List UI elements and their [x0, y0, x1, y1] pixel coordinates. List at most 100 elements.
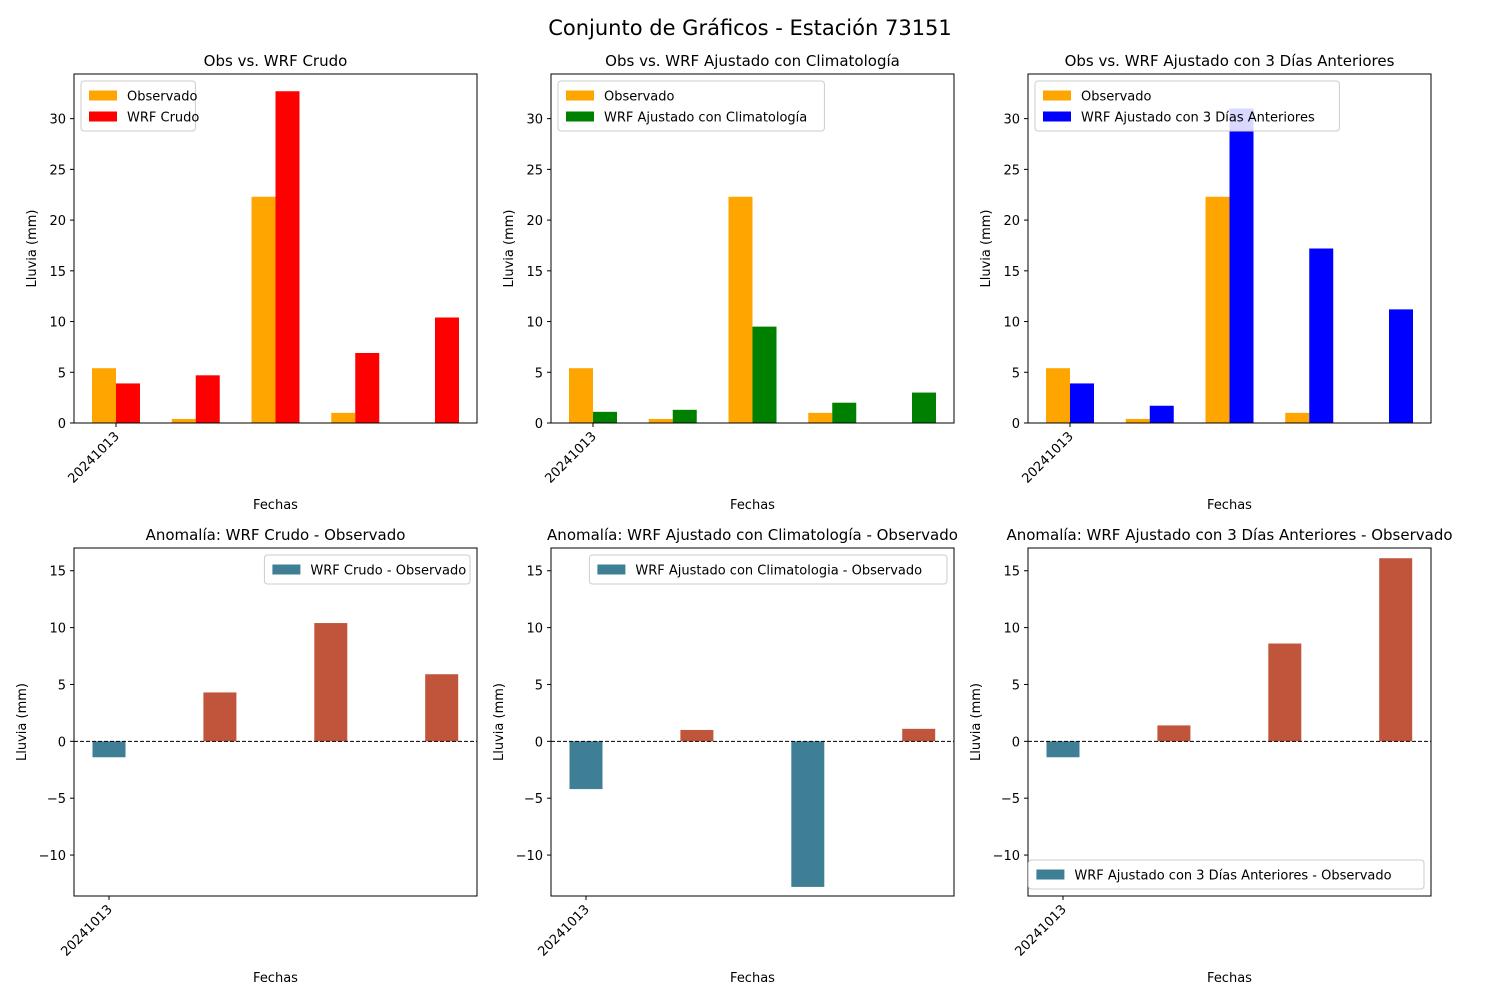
bar-wrf	[593, 411, 617, 423]
y-tick-label: 15	[526, 565, 543, 580]
chart-1: Obs vs. WRF Ajustado con Climatología 0 5 1…	[502, 52, 955, 513]
y-tick-label: 15	[1003, 565, 1020, 580]
legend-swatch	[566, 111, 594, 122]
legend-box	[1034, 80, 1340, 132]
y-tick-label: 20	[1003, 214, 1020, 229]
y-tick-label: −10	[39, 849, 66, 864]
bar-wrf	[355, 352, 380, 423]
bar-anomalia	[680, 729, 714, 742]
bar-observado	[1205, 196, 1230, 423]
y-axis-label: Lluvia (mm)	[969, 683, 984, 761]
axes-frame	[1027, 73, 1432, 424]
chart-title: Anomalía: WRF Crudo - Observado	[146, 526, 406, 544]
bar-anomalia	[902, 728, 936, 742]
bar-wrf	[1389, 309, 1413, 423]
x-tick-label: 20241013	[535, 902, 592, 959]
bar-anomalia	[1046, 741, 1080, 758]
x-axis-label: Fechas	[253, 498, 298, 513]
y-tick-label: 15	[49, 565, 66, 580]
y-tick-label: 0	[1012, 735, 1020, 750]
chart-title: Anomalía: WRF Ajustado con Climatología …	[547, 526, 958, 544]
bar-wrf	[275, 91, 300, 423]
y-tick-label: 5	[1012, 366, 1020, 381]
bar-wrf	[832, 402, 857, 423]
legend-box	[1027, 859, 1425, 890]
y-tick-label: 15	[1003, 265, 1020, 280]
axes-frame	[1027, 547, 1432, 897]
legend-swatch	[1043, 90, 1071, 101]
legend-label: WRF Ajustado con Climatología	[604, 111, 807, 126]
bar-wrf	[195, 375, 220, 423]
y-tick-label: 25	[49, 163, 66, 178]
x-axis-label: Fechas	[730, 971, 775, 986]
x-tick-label: 20241013	[542, 429, 599, 486]
axes-frame	[73, 547, 478, 897]
y-tick-label: 10	[1003, 316, 1020, 331]
y-tick-label: −10	[993, 849, 1020, 864]
y-tick-label: −10	[516, 849, 543, 864]
axes-frame	[73, 73, 478, 424]
bar-observado	[92, 368, 116, 423]
bar-wrf	[672, 409, 697, 423]
legend-swatch	[89, 90, 117, 101]
legend-swatch	[272, 564, 301, 575]
y-tick-label: 0	[58, 417, 66, 432]
legend-swatch	[1036, 869, 1065, 880]
y-tick-label: 5	[1012, 678, 1020, 693]
bar-observado	[171, 418, 196, 423]
bar-observado	[648, 418, 673, 423]
y-tick-label: 5	[535, 366, 543, 381]
legend-label: Observado	[1081, 90, 1152, 105]
bar-observado	[1046, 368, 1070, 423]
x-tick-label: 20241013	[1019, 429, 1076, 486]
bar-observado	[331, 412, 356, 423]
chart-2: Obs vs. WRF Ajustado con 3 Días Anterior…	[979, 52, 1432, 513]
y-tick-label: 30	[526, 113, 543, 128]
y-tick-label: 25	[1003, 163, 1020, 178]
x-axis-label: Fechas	[1207, 971, 1252, 986]
y-tick-label: 5	[535, 678, 543, 693]
x-tick-label: 20241013	[1012, 902, 1069, 959]
legend-box	[557, 80, 825, 132]
x-tick-label: 20241013	[58, 902, 115, 959]
bar-observado	[728, 196, 753, 423]
y-axis-label: Lluvia (mm)	[25, 210, 40, 288]
y-axis-label: Lluvia (mm)	[492, 683, 507, 761]
bar-wrf	[1309, 248, 1334, 423]
bar-anomalia	[425, 674, 459, 742]
bar-observado	[808, 412, 833, 423]
bar-observado	[1125, 418, 1150, 423]
bar-anomalia	[1379, 558, 1413, 742]
legend-box	[263, 554, 471, 585]
legend-label: Observado	[127, 90, 198, 105]
y-tick-label: −5	[524, 792, 543, 807]
y-tick-label: 10	[526, 622, 543, 637]
y-tick-label: −5	[47, 792, 66, 807]
bar-wrf	[912, 392, 936, 423]
bar-observado	[251, 196, 276, 423]
y-tick-label: −5	[1001, 792, 1020, 807]
figure-title: Conjunto de Gráficos - Estación 73151	[548, 16, 952, 40]
legend-label: WRF Ajustado con Climatologia - Observad…	[635, 564, 922, 579]
chart-5: Anomalía: WRF Ajustado con 3 Días Anteri…	[969, 526, 1453, 986]
axes-frame	[550, 73, 955, 424]
y-tick-label: 25	[526, 163, 543, 178]
legend-label: WRF Ajustado con 3 Días Anteriores - Obs…	[1074, 869, 1391, 884]
bar-anomalia	[92, 741, 126, 758]
bar-anomalia	[791, 741, 825, 887]
bar-anomalia	[1157, 725, 1191, 742]
legend-swatch	[1043, 111, 1071, 122]
x-tick-label: 20241013	[65, 429, 122, 486]
x-axis-label: Fechas	[730, 498, 775, 513]
bar-observado	[569, 368, 593, 423]
y-tick-label: 10	[49, 622, 66, 637]
x-axis-label: Fechas	[1207, 498, 1252, 513]
y-tick-label: 15	[49, 265, 66, 280]
legend-label: Observado	[604, 90, 675, 105]
y-tick-label: 10	[1003, 622, 1020, 637]
chart-3: Anomalía: WRF Crudo - Observado −10 −5 0 5 10…	[15, 526, 478, 986]
bar-anomalia	[1268, 643, 1302, 742]
legend-swatch	[597, 564, 626, 575]
chart-0: Obs vs. WRF Crudo 0 5 10 15 20 25 30 Lluvia (mm)…	[25, 52, 478, 513]
